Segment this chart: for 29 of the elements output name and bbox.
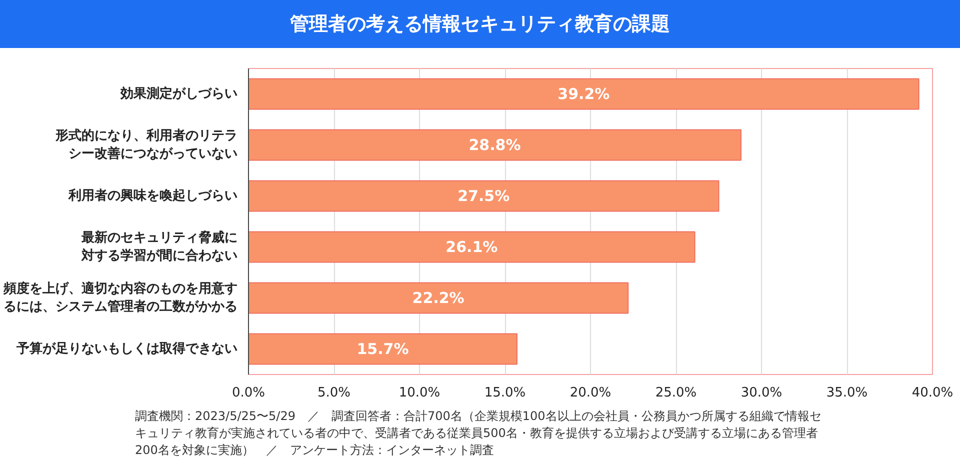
x-tick-label: 0.0% xyxy=(232,386,266,400)
data-label: 27.5% xyxy=(458,187,510,205)
bar xyxy=(248,129,742,161)
y-tick-label: 最新のセキュリティ脅威に対する学習が間に合わない xyxy=(80,230,238,264)
y-tick-label: 頻度を上げ、適切な内容のものを用意するには、システム管理者の工数がかかる xyxy=(2,280,238,314)
y-tick-label: 利用者の興味を喚起しづらい xyxy=(68,188,238,204)
bar xyxy=(248,282,629,314)
bar xyxy=(248,78,920,110)
x-tick-label: 35.0% xyxy=(826,386,868,400)
x-tick-label: 20.0% xyxy=(570,386,612,400)
data-label: 26.1% xyxy=(446,238,498,256)
data-label: 28.8% xyxy=(468,136,521,154)
y-tick-label: 効果測定がしづらい xyxy=(120,86,238,102)
y-tick-label: 形式的になり、利用者のリテラシー改善につながっていない xyxy=(54,128,238,162)
x-tick-label: 15.0% xyxy=(484,386,526,400)
data-label: 39.2% xyxy=(558,85,610,103)
chart-title: 管理者の考える情報セキュリティ教育の課題 xyxy=(290,12,670,37)
data-label: 22.2% xyxy=(412,289,464,307)
x-tick-label: 25.0% xyxy=(655,386,697,400)
bar xyxy=(248,333,518,365)
text: 調査機関：2023/5/25〜5/29 ／ 調査回答者：合計700名（企業規模100名以上の会社員・公務員かつ所属する組織で情報セキュリティ教育が実施されている者の中で、受講者である従業員500名・教育を提供する立場および受講する立場にある管理者200名を対象に実施） ／ アンケート方法：インターネット調査 xyxy=(135,408,822,459)
x-tick-label: 30.0% xyxy=(740,386,782,400)
x-tick-label: 40.0% xyxy=(912,386,954,400)
bar xyxy=(248,180,720,212)
data-label: 15.7% xyxy=(356,340,409,358)
x-tick-label: 5.0% xyxy=(317,386,351,400)
y-tick-label: 予算が足りないもしくは取得できない xyxy=(16,342,238,356)
x-tick-label: 10.0% xyxy=(398,386,440,400)
bar xyxy=(248,231,696,263)
